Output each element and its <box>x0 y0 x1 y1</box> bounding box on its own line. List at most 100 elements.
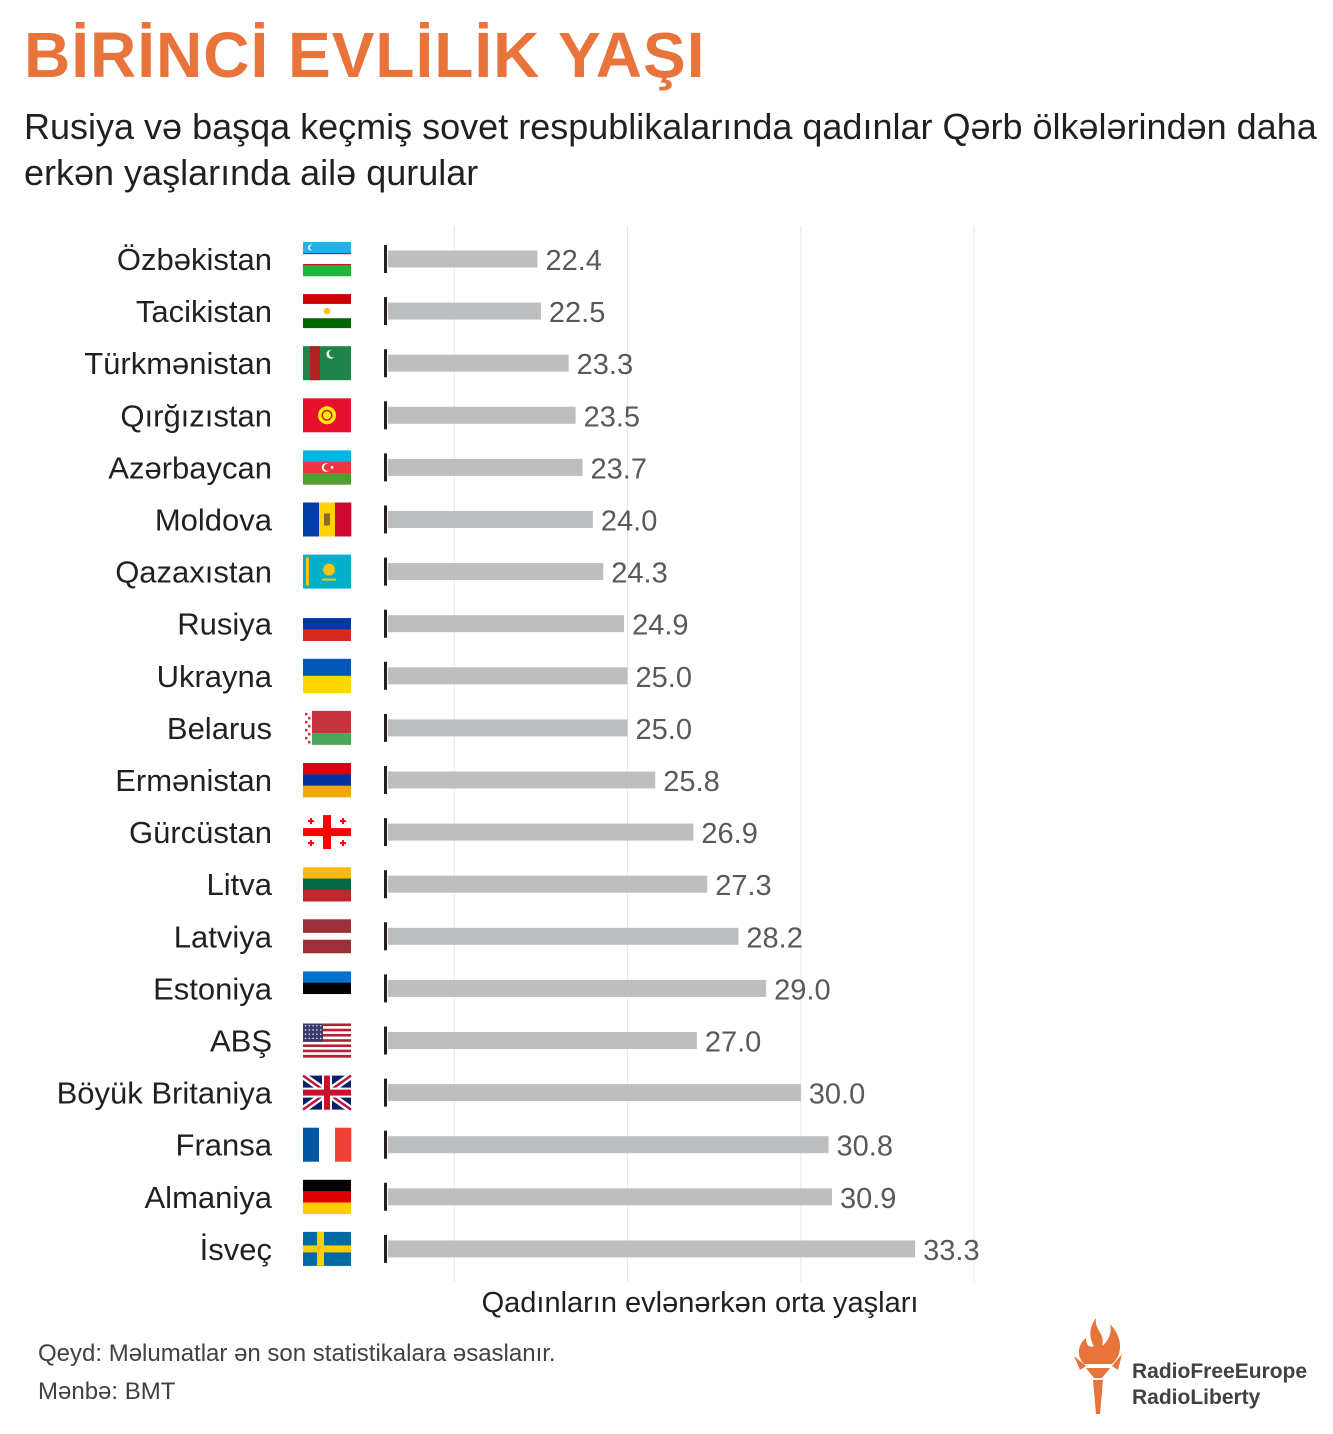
flag-belarus-icon <box>303 710 351 745</box>
bar-baseline-tick <box>384 1026 387 1055</box>
category-labels: Özbəkistan Tacikistan Türkmənistan Qırğızıs… <box>57 242 273 1267</box>
value-label: 27.0 <box>705 1027 761 1059</box>
category-label: Almaniya <box>145 1180 273 1215</box>
page-title: BİRİNCİ EVLİLİK YAŞI <box>24 19 706 91</box>
bar-baseline-tick <box>384 922 387 951</box>
bar <box>388 1084 801 1102</box>
category-label: Gürcüstan <box>129 815 272 850</box>
category-label: Belarus <box>167 711 272 746</box>
bar-baseline-tick <box>384 1234 387 1263</box>
category-label: Qırğızıstan <box>120 398 272 433</box>
chart-note: Qeyd: Məlumatlar ən son statistikalara ə… <box>38 1340 556 1367</box>
category-label: ABŞ <box>210 1024 272 1059</box>
flag-uzbekistan-icon <box>303 242 351 277</box>
bar-baseline-tick <box>384 1130 387 1159</box>
bar-baseline-tick <box>384 245 387 273</box>
logo-line-1: RadioFreeEurope <box>1132 1360 1308 1383</box>
value-label: 22.4 <box>545 245 601 277</box>
bar <box>388 927 739 945</box>
category-label: Tacikistan <box>136 294 272 329</box>
bar-baseline-tick <box>384 713 387 742</box>
bar <box>388 615 625 633</box>
value-label: 24.3 <box>611 558 667 590</box>
bar-baseline-tick <box>384 1078 387 1107</box>
bar <box>388 979 767 997</box>
bar <box>388 406 576 424</box>
value-label: 30.9 <box>840 1183 896 1215</box>
flag-armenia-icon <box>303 763 351 798</box>
value-label: 29.0 <box>774 974 830 1006</box>
category-label: Fransa <box>176 1128 273 1163</box>
value-label: 25.8 <box>663 766 719 798</box>
category-label: Litva <box>207 867 273 902</box>
bar <box>388 1136 829 1154</box>
bar <box>388 354 569 372</box>
bar <box>388 511 593 528</box>
category-label: Azərbaycan <box>108 450 272 485</box>
flag-estonia-icon <box>303 971 351 1006</box>
flag-russia-icon <box>303 606 351 641</box>
bar-baseline-tick <box>384 505 387 534</box>
value-label: 24.9 <box>632 610 688 642</box>
logo-line-2: RadioLiberty <box>1132 1386 1261 1409</box>
value-label: 33.3 <box>923 1235 979 1267</box>
chart-source: Mənbə: BMT <box>38 1378 176 1405</box>
category-label: Türkmənistan <box>84 346 272 381</box>
category-label: Ermənistan <box>115 763 272 798</box>
value-labels: 22.4 22.5 23.3 23.5 23.7 24.0 24.3 24.9 25.0 25.0… <box>545 245 979 1267</box>
chart-subtitle: Rusiya və başqa keçmiş sovet respublikal… <box>24 106 1317 193</box>
gridlines <box>453 226 975 1282</box>
flag-france-icon <box>303 1127 352 1162</box>
category-label: Moldova <box>155 503 273 538</box>
value-label: 27.3 <box>715 870 771 902</box>
flags <box>300 242 354 1266</box>
bar-baseline-tick <box>384 453 387 482</box>
bar <box>388 563 604 581</box>
flag-georgia-icon <box>303 815 351 850</box>
value-label: 23.3 <box>577 349 633 381</box>
value-label: 30.8 <box>837 1131 893 1163</box>
bar-baseline-tick <box>384 401 387 430</box>
category-label: Ukrayna <box>157 659 273 694</box>
category-label: Latviya <box>174 919 273 954</box>
bar-baseline-tick <box>384 661 387 690</box>
flag-kazakhstan-icon <box>303 554 351 589</box>
flag-kyrgyzstan-icon <box>303 398 351 433</box>
value-label: 23.7 <box>591 453 647 485</box>
flag-usa-icon <box>303 1023 351 1058</box>
flag-sweden-icon <box>303 1231 351 1266</box>
bar <box>388 771 656 789</box>
bar <box>388 250 538 268</box>
bar <box>388 458 583 476</box>
category-label: Özbəkistan <box>117 242 272 277</box>
bar-baseline-tick <box>384 974 387 1003</box>
value-label: 30.0 <box>809 1079 865 1111</box>
bar <box>388 875 708 893</box>
bar <box>388 823 694 841</box>
flag-uk-icon <box>300 1072 354 1113</box>
bar-baseline-tick <box>384 557 387 586</box>
bar-baseline-tick <box>384 609 387 638</box>
bar <box>388 667 628 685</box>
flag-moldova-icon <box>303 502 352 537</box>
bar <box>388 1188 832 1206</box>
category-label: Estoniya <box>153 971 273 1006</box>
bar <box>388 1032 697 1049</box>
rferl-logo: RadioFreeEurope RadioLiberty <box>1066 1316 1326 1416</box>
category-label: İsveç <box>200 1232 272 1267</box>
category-label: Böyük Britaniya <box>57 1076 273 1111</box>
flag-turkmenistan-icon <box>303 346 351 381</box>
flag-tajikistan-icon <box>303 294 351 329</box>
bar <box>388 302 541 320</box>
flag-germany-icon <box>303 1179 351 1215</box>
category-label: Rusiya <box>177 607 273 642</box>
bar-baseline-tick <box>384 349 387 378</box>
x-axis-label: Qadınların evlənərkən orta yaşları <box>482 1287 919 1319</box>
bar-baseline-tick <box>384 818 387 847</box>
torch-flame-icon <box>1074 1318 1122 1414</box>
bar-baseline-tick <box>384 870 387 899</box>
flag-lithuania-icon <box>303 867 351 902</box>
value-label: 23.5 <box>584 401 640 433</box>
value-label: 28.2 <box>746 922 802 954</box>
